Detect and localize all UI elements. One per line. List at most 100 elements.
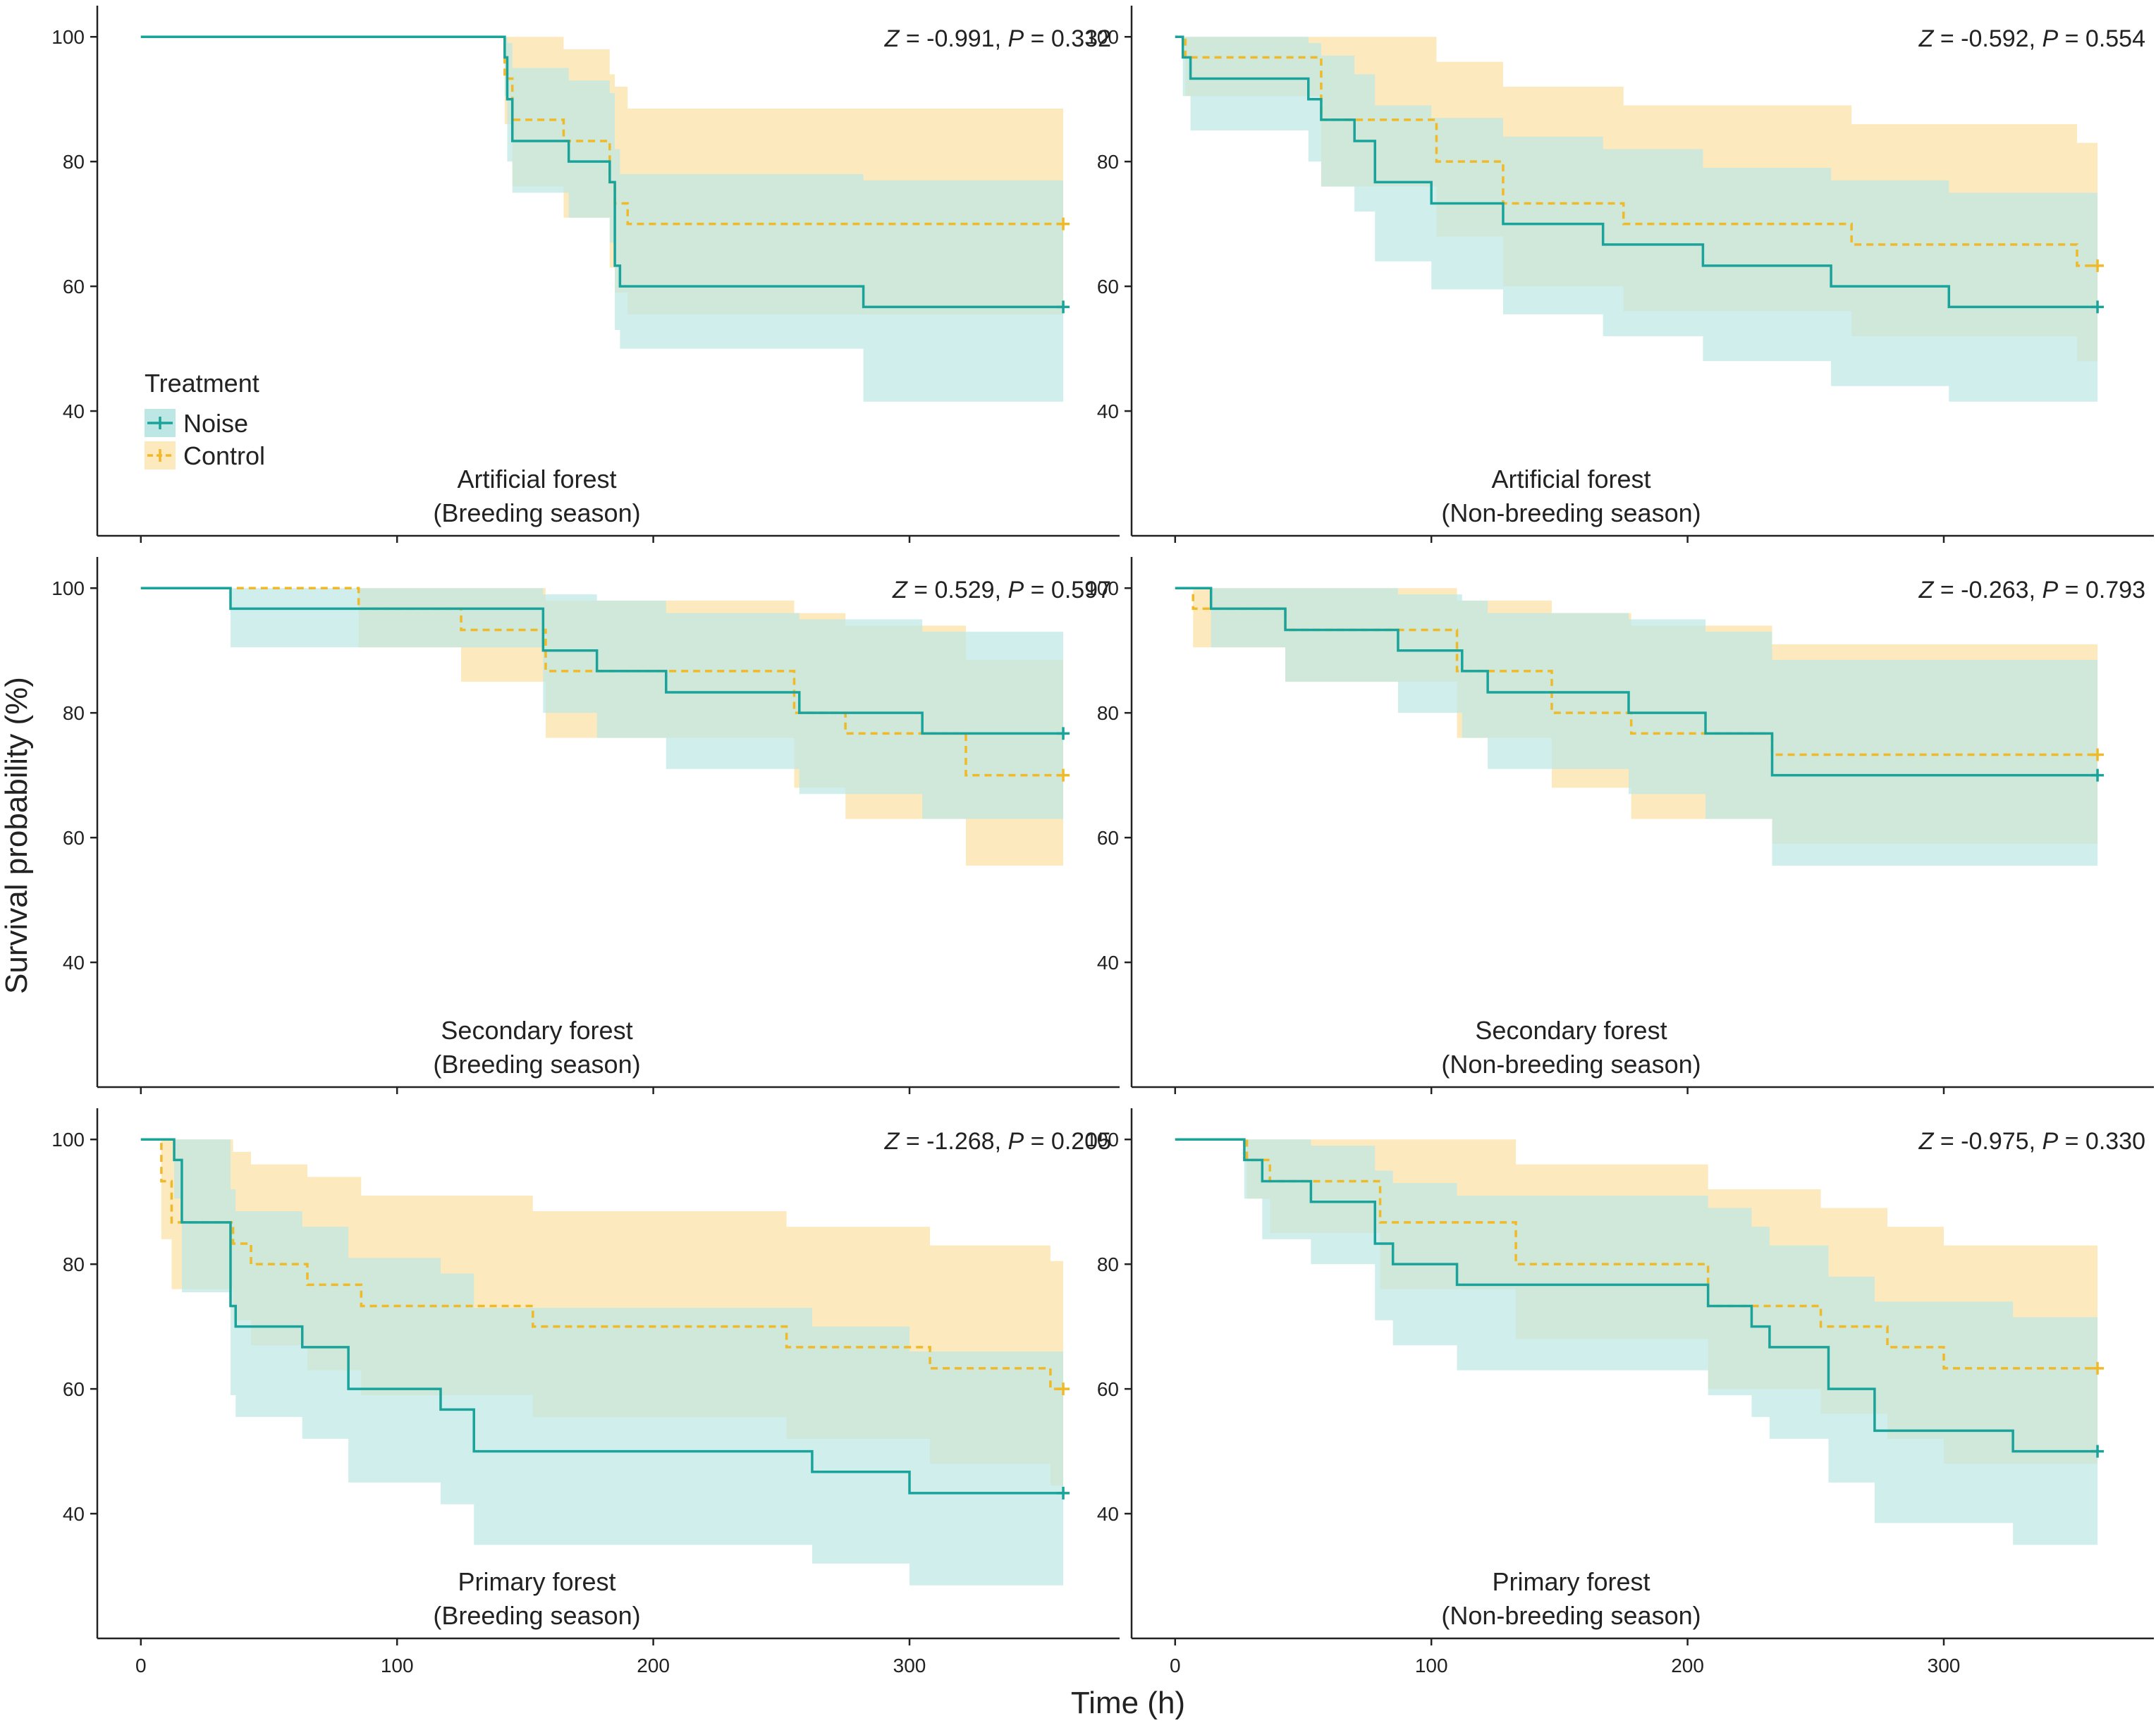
y-tick-label: 100 [1086,577,1119,599]
panel-title: Primary forest [458,1567,615,1596]
y-tick-label: 100 [51,1129,85,1151]
censor-mark-control [1057,768,1070,782]
panel: 40 60 80 100 0 100 200 300 Z = -0.975, P = 0.330… [1086,1108,2154,1676]
panels: 40 60 80 100 Z = -0.991, P = 0.332 Artificial… [51,6,2154,1676]
legend-title: Treatment [145,369,259,398]
y-tick-label: 100 [51,26,85,48]
confidence-band-noise [140,37,1064,402]
y-tick-label: 40 [1097,1503,1119,1525]
panel-subtitle: (Breeding season) [433,498,640,527]
legend-label-noise: Noise [183,409,248,438]
confidence-band-noise [1175,37,2098,402]
survival-line-noise [1175,587,2098,777]
stat-p-label: P [1007,1128,1024,1155]
panel-subtitle: (Breeding season) [433,1050,640,1079]
survival-line-noise [140,1138,1064,1495]
test-statistic-label: Z = -0.263, P = 0.793 [1918,577,2145,603]
stat-p-label: P [2042,1128,2058,1155]
stat-z-value: = -1.268, [899,1128,1007,1155]
y-tick-label: 40 [63,400,85,422]
stat-p-value: = 0.330 [2058,1128,2145,1155]
stat-z-value: = -0.975, [1933,1128,2042,1155]
panel-subtitle: (Non-breeding season) [1441,498,1701,527]
y-tick-label: 60 [63,1378,85,1400]
y-tick-label: 80 [63,702,85,724]
y-tick-label: 60 [1097,276,1119,298]
y-tick-label: 80 [1097,1253,1119,1275]
x-tick-label: 0 [135,1655,147,1676]
survival-line-noise [140,35,1064,309]
panel-title: Secondary forest [441,1016,632,1045]
x-axis-title: Time (h) [1071,1686,1185,1720]
y-axis-title: Survival probability (%) [0,677,34,994]
stat-z-label: Z [1918,1128,1935,1155]
panel-title: Artificial forest [457,465,616,493]
survival-line-noise [1175,35,2098,309]
confidence-band-noise [140,588,1064,819]
censor-mark-control [2091,748,2105,761]
censor-mark-noise [1057,300,1070,314]
x-tick-label: 200 [637,1655,670,1676]
stat-z-value: = -0.263, [1933,577,2042,603]
stat-z-label: Z [1918,577,1935,603]
y-tick-label: 80 [63,151,85,173]
censor-mark-noise [2091,300,2105,314]
stat-p-label: P [1007,577,1024,603]
stat-z-label: Z [884,25,900,52]
y-tick-label: 80 [1097,151,1119,173]
survival-line-noise [140,587,1064,735]
test-statistic-label: Z = 0.529, P = 0.597 [892,577,1111,603]
confidence-band-noise [140,1139,1064,1586]
censor-mark-noise [2091,1445,2105,1458]
y-tick-label: 80 [63,1253,85,1275]
stat-z-value: = -0.991, [899,25,1007,52]
stat-z-label: Z [884,1128,900,1155]
panel-subtitle: (Non-breeding season) [1441,1050,1701,1079]
censor-mark-control [1057,1382,1070,1396]
x-tick-label: 300 [893,1655,926,1676]
y-tick-label: 60 [1097,1378,1119,1400]
stat-p-label: P [2042,25,2058,52]
confidence-band-noise [1175,1139,2098,1545]
stat-z-label: Z [892,577,908,603]
survival-line-control [1175,587,2098,756]
legend-entry-noise: Noise [145,409,248,438]
censor-mark-noise [1057,727,1070,740]
test-statistic-label: Z = -0.592, P = 0.554 [1918,25,2145,52]
y-tick-label: 60 [1097,827,1119,849]
panel-subtitle: (Non-breeding season) [1441,1601,1701,1630]
censor-mark-control [2091,259,2105,272]
censor-mark-control [1057,217,1070,231]
y-tick-label: 100 [51,577,85,599]
stat-p-value: = 0.597 [1024,577,1111,603]
y-tick-label: 80 [1097,702,1119,724]
survival-line-control [140,1138,1064,1390]
legend-entry-control: Control [145,441,265,470]
censor-mark-noise [2091,768,2105,782]
x-tick-label: 100 [1415,1655,1448,1676]
censor-mark-control [2091,1361,2105,1375]
stat-p-value: = 0.332 [1024,25,1111,52]
survival-line-control [1175,1138,2098,1370]
confidence-band-noise [1175,588,2098,866]
stat-p-value: = 0.205 [1024,1128,1111,1155]
stat-p-value: = 0.793 [2058,577,2145,603]
legend: Treatment Noise Control [145,369,265,470]
survival-line-noise [1175,1138,2098,1453]
legend-label-control: Control [183,441,265,470]
stat-z-label: Z [1918,25,1935,52]
stat-z-value: = -0.592, [1933,25,2042,52]
y-tick-label: 60 [63,827,85,849]
stat-p-value: = 0.554 [2058,25,2145,52]
x-tick-label: 200 [1671,1655,1704,1676]
x-tick-label: 100 [381,1655,414,1676]
test-statistic-label: Z = -0.991, P = 0.332 [884,25,1111,52]
stat-p-label: P [2042,577,2058,603]
panel-subtitle: (Breeding season) [433,1601,640,1630]
y-tick-label: 60 [63,276,85,298]
y-tick-label: 40 [63,1503,85,1525]
y-tick-label: 100 [1086,1129,1119,1151]
panel-title: Primary forest [1492,1567,1650,1596]
